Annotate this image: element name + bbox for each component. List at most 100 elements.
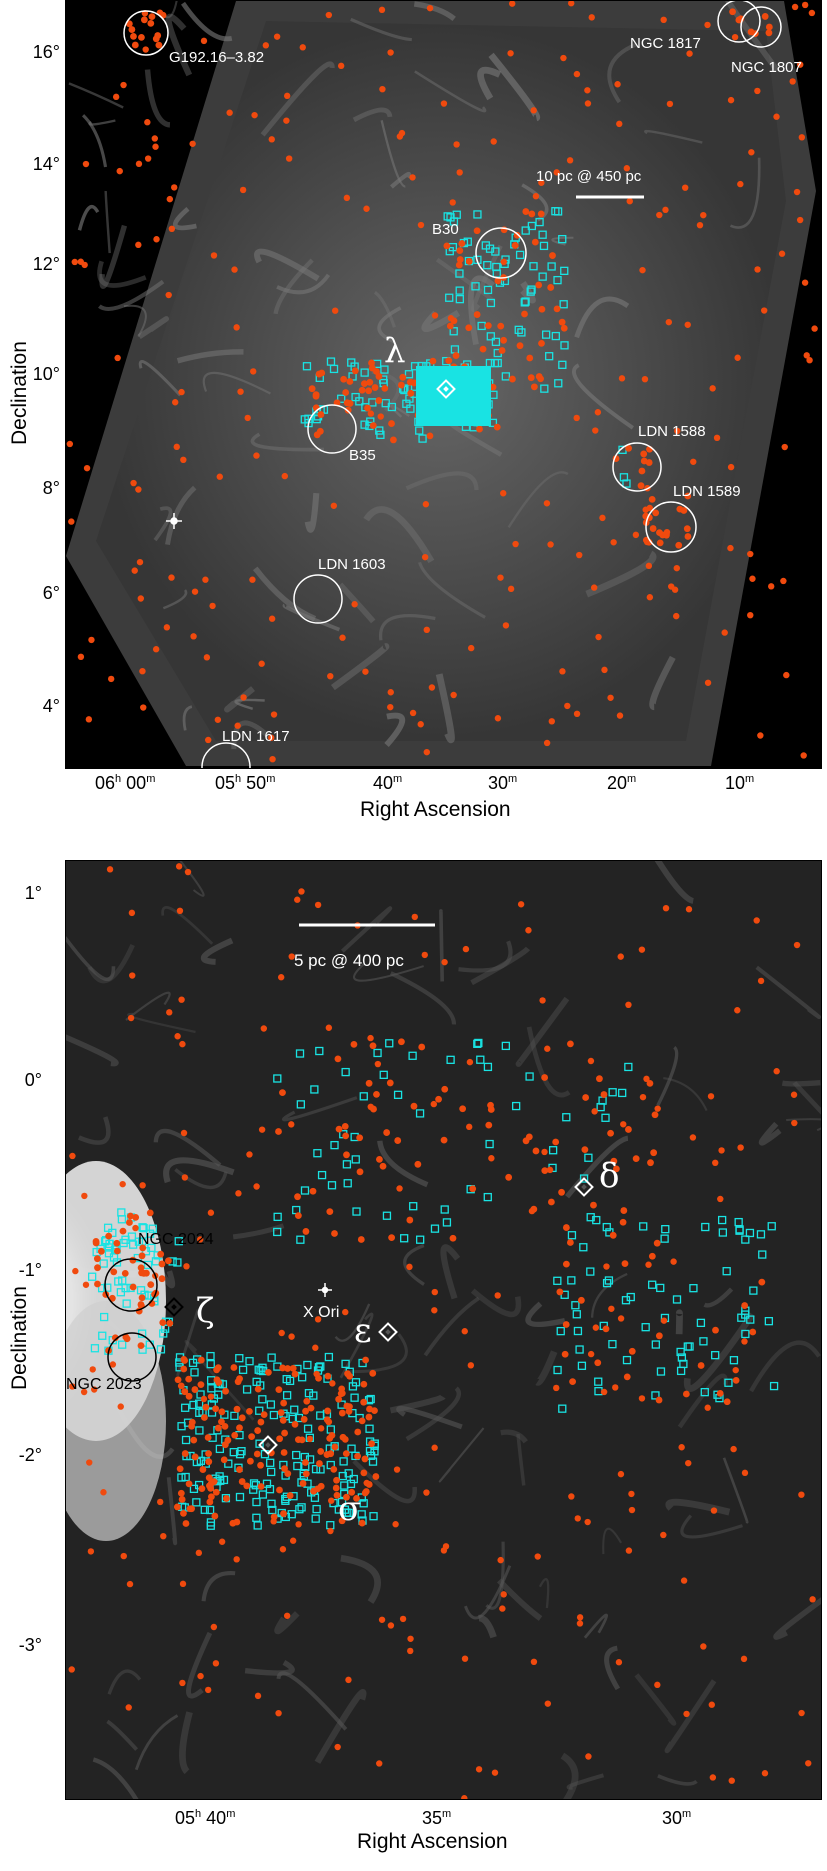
orange-marker xyxy=(538,305,546,313)
orange-marker xyxy=(251,111,258,119)
dust-filament xyxy=(340,1554,381,1604)
top-panel: G192.16–3.82 NGC 1817 NGC 1807 10 pc @ 4… xyxy=(0,0,827,830)
orange-marker xyxy=(338,1517,346,1525)
cyan-marker xyxy=(229,1447,238,1457)
top-sky-image xyxy=(66,1,818,768)
cyan-marker xyxy=(711,1351,720,1360)
dust-filament xyxy=(418,561,486,619)
orange-marker xyxy=(86,1459,93,1466)
orange-marker xyxy=(765,23,773,31)
dust-filament xyxy=(488,52,541,122)
orange-marker xyxy=(328,1497,335,1504)
orange-marker xyxy=(350,1040,358,1048)
label-b35: B35 xyxy=(349,447,376,464)
orange-marker xyxy=(727,463,735,471)
orange-marker xyxy=(89,1366,96,1373)
delta-star-marker xyxy=(574,1177,594,1197)
cyan-marker xyxy=(443,212,452,221)
orange-marker xyxy=(791,1119,798,1127)
cyan-marker xyxy=(235,1354,244,1363)
orange-marker xyxy=(210,1478,218,1486)
cyan-marker xyxy=(529,262,538,271)
orange-marker xyxy=(577,1296,585,1304)
orange-marker xyxy=(625,1126,632,1133)
zeta-star-marker xyxy=(164,1297,184,1317)
dust-filament xyxy=(515,996,570,1067)
dust-filament xyxy=(656,1045,679,1107)
orange-marker xyxy=(494,715,502,722)
cyan-marker xyxy=(267,1499,276,1508)
orange-marker xyxy=(106,866,114,873)
orange-marker xyxy=(398,1038,405,1046)
cyan-marker xyxy=(501,372,510,381)
orange-marker xyxy=(233,324,240,331)
orange-marker xyxy=(283,1612,291,1619)
orange-marker xyxy=(317,411,325,418)
dust-filament xyxy=(87,943,135,984)
orange-marker xyxy=(244,414,251,422)
orange-marker xyxy=(721,629,728,636)
dust-filament xyxy=(574,296,630,339)
cyan-marker xyxy=(445,247,454,256)
cyan-marker xyxy=(758,1250,767,1259)
dust-filament xyxy=(435,673,455,744)
orange-marker xyxy=(342,1308,349,1316)
orange-marker xyxy=(268,734,275,741)
bottom-sky-image xyxy=(66,861,821,1799)
orange-marker xyxy=(206,1498,214,1506)
orange-marker xyxy=(617,1315,625,1322)
orange-marker xyxy=(648,1252,656,1260)
epsilon-star-marker xyxy=(378,1322,398,1342)
orange-marker xyxy=(599,514,606,522)
cyan-marker xyxy=(339,1457,348,1466)
orange-marker xyxy=(643,1075,650,1083)
orange-marker xyxy=(682,1390,690,1398)
orange-marker xyxy=(509,375,516,383)
orange-marker xyxy=(126,1580,134,1588)
cyan-marker xyxy=(352,1207,361,1216)
cyan-marker xyxy=(310,1085,319,1094)
orange-marker xyxy=(760,307,768,314)
orange-marker xyxy=(608,1305,615,1312)
orange-marker xyxy=(539,997,546,1004)
cyan-marker xyxy=(517,328,526,337)
cyan-marker xyxy=(409,1202,418,1211)
orange-marker xyxy=(685,1459,692,1467)
orange-marker xyxy=(654,1105,661,1112)
dust-filament xyxy=(274,1611,300,1635)
cyan-marker xyxy=(473,255,482,264)
cyan-marker xyxy=(245,1357,254,1366)
cyan-marker xyxy=(767,1222,776,1231)
orange-marker xyxy=(532,1147,540,1155)
orange-marker xyxy=(326,1434,334,1442)
cyan-marker xyxy=(312,1504,321,1514)
orange-marker xyxy=(552,1138,560,1146)
cyan-marker xyxy=(273,1212,282,1222)
orange-marker xyxy=(488,1155,495,1162)
orange-marker xyxy=(185,1375,193,1383)
orange-marker xyxy=(456,169,463,176)
orange-marker xyxy=(576,551,583,559)
orange-marker xyxy=(543,739,551,747)
orange-marker xyxy=(314,1485,322,1493)
cyan-marker xyxy=(746,1315,755,1324)
orange-marker xyxy=(204,1434,212,1441)
cyan-marker xyxy=(724,1378,733,1387)
orange-marker xyxy=(132,1213,140,1221)
orange-marker xyxy=(258,660,265,667)
orange-marker xyxy=(704,679,712,686)
dust-filament xyxy=(231,720,274,750)
orange-marker xyxy=(362,1356,369,1364)
orange-marker xyxy=(638,1395,646,1402)
orange-marker xyxy=(620,1207,628,1214)
orange-marker xyxy=(618,375,626,382)
cyan-marker xyxy=(380,365,389,374)
orange-marker xyxy=(700,211,707,219)
orange-marker xyxy=(628,1506,636,1514)
dust-filament xyxy=(526,1026,571,1098)
orange-marker xyxy=(381,384,389,392)
cyan-marker xyxy=(560,341,569,350)
orange-marker xyxy=(497,1556,504,1564)
orange-marker xyxy=(246,1407,253,1415)
orange-marker xyxy=(214,716,222,723)
